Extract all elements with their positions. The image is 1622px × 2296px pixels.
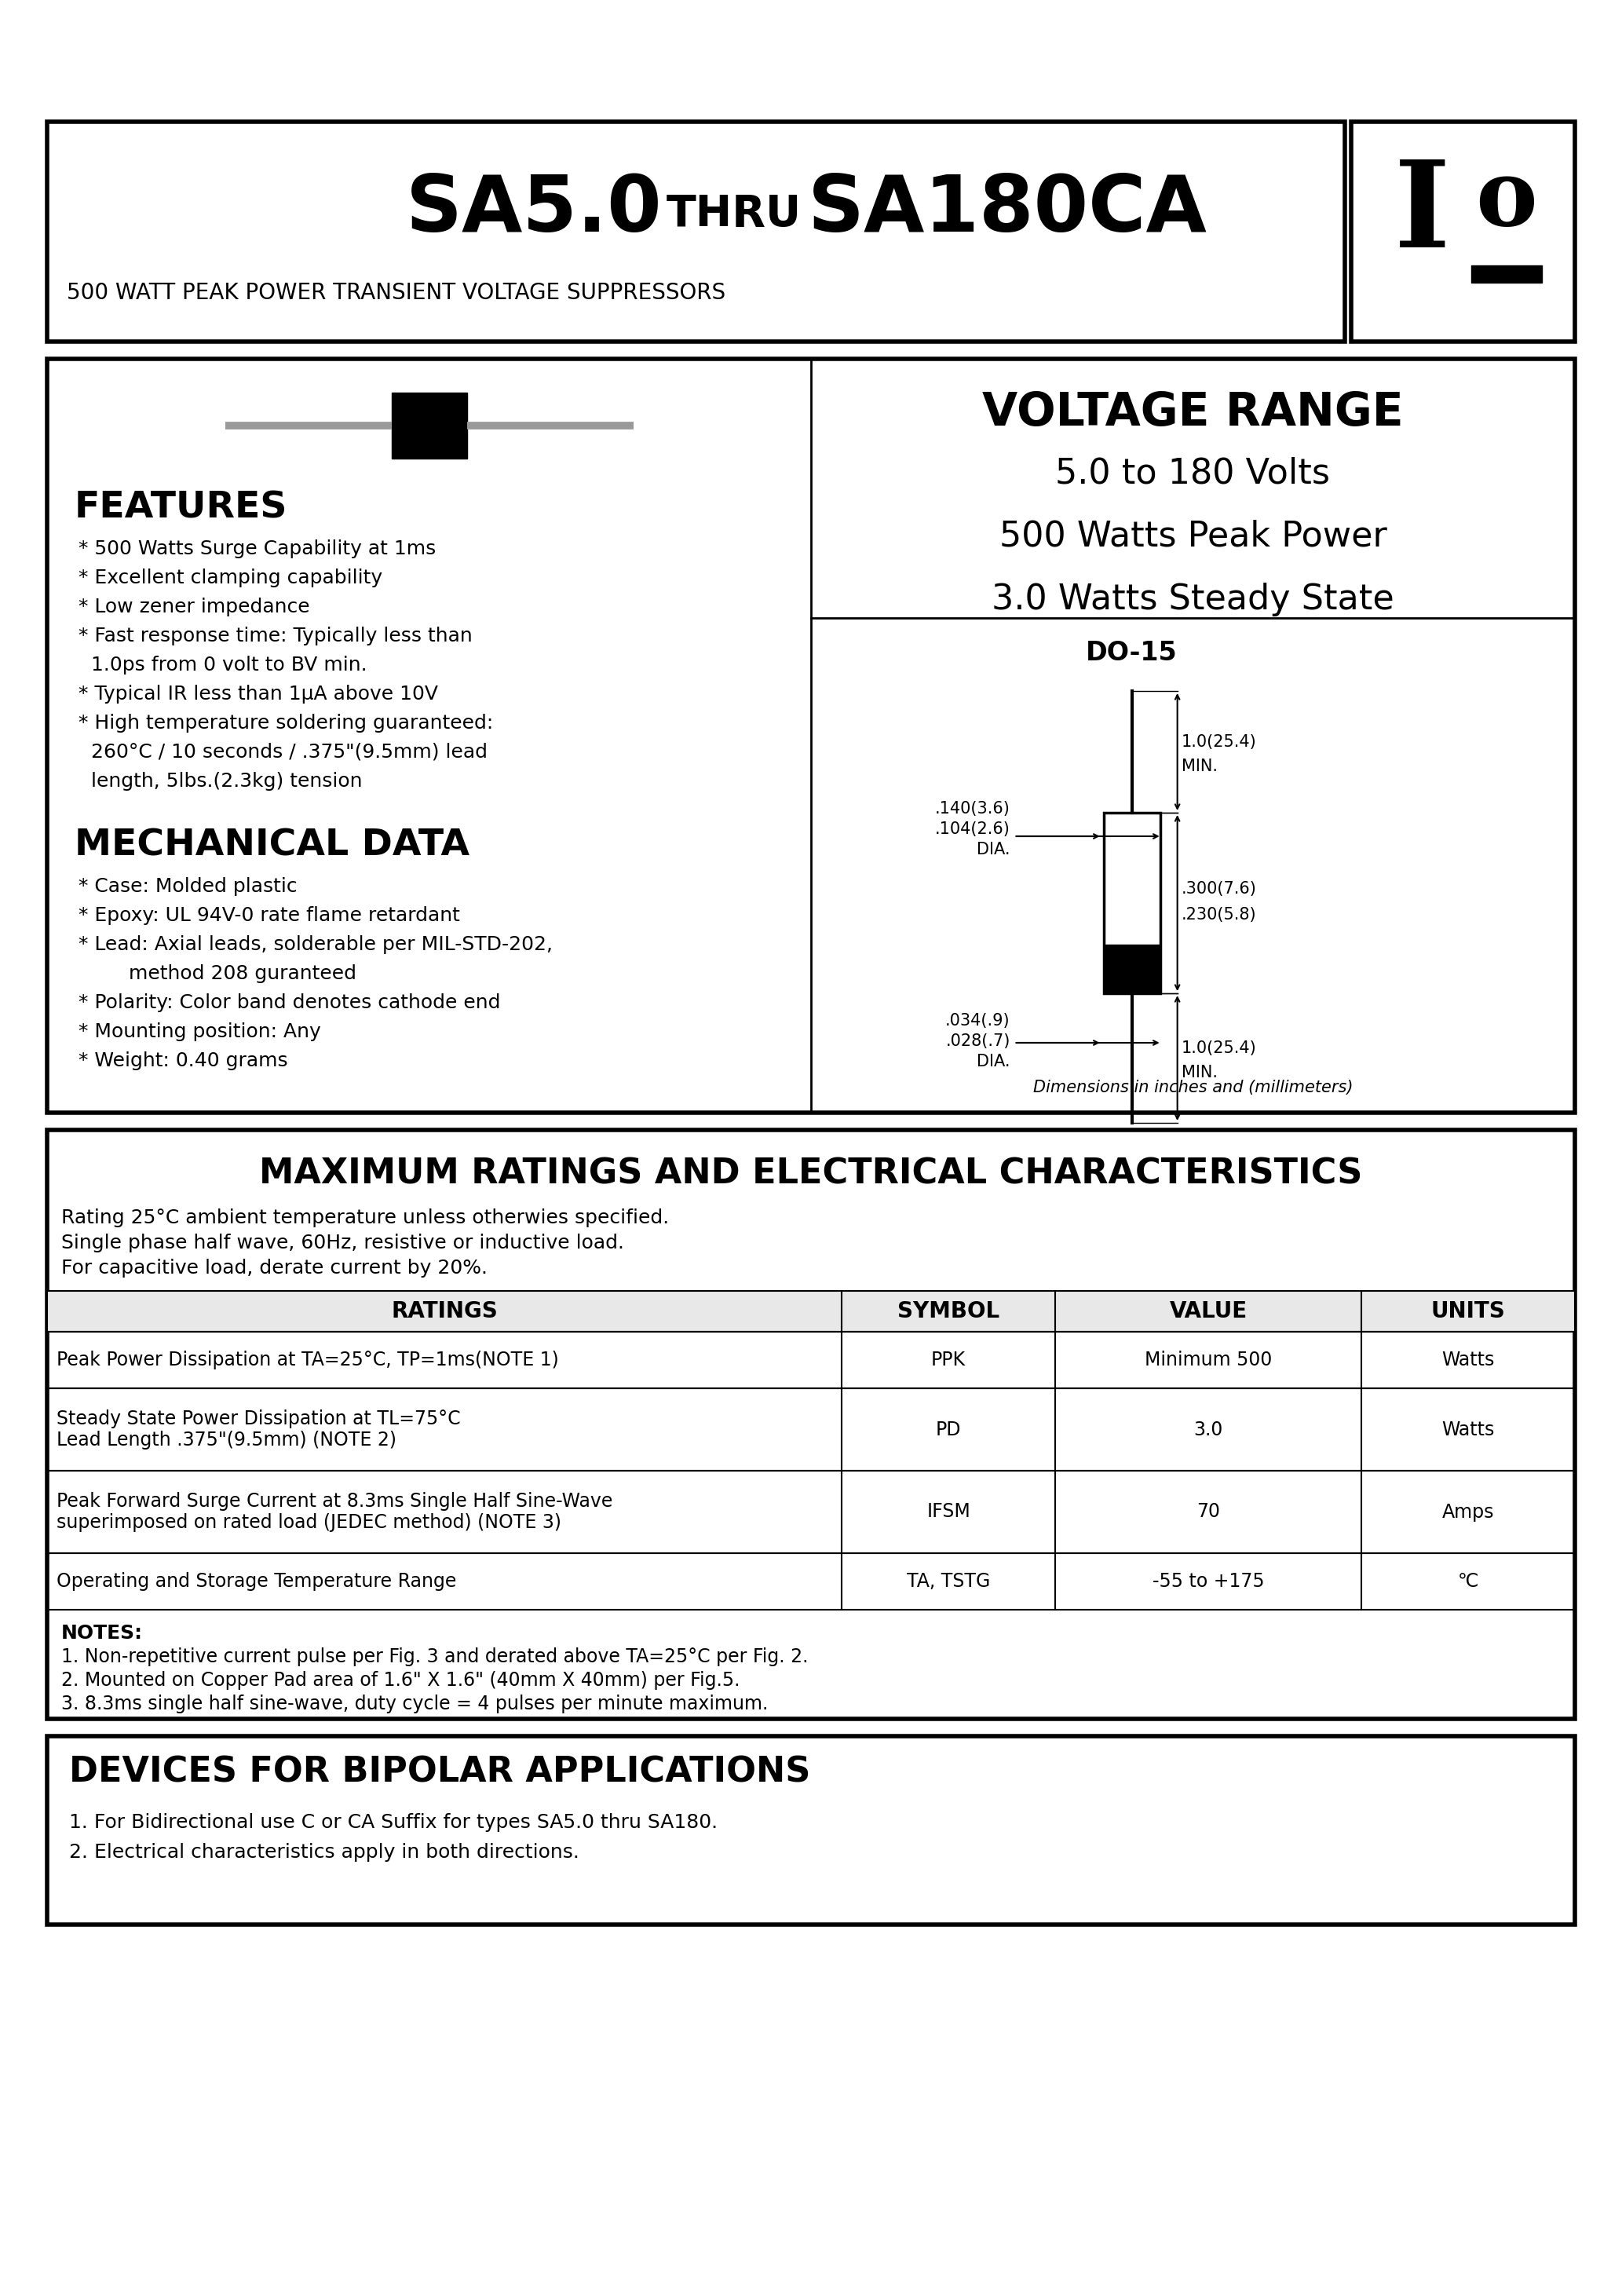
Text: Minimum 500: Minimum 500 bbox=[1145, 1350, 1272, 1368]
Text: * Typical IR less than 1μA above 10V: * Typical IR less than 1μA above 10V bbox=[78, 684, 438, 703]
Text: 70: 70 bbox=[1197, 1502, 1220, 1522]
Text: * 500 Watts Surge Capability at 1ms: * 500 Watts Surge Capability at 1ms bbox=[78, 540, 436, 558]
Bar bbox=[47, 1332, 1575, 1389]
Text: Peak Power Dissipation at TA=25°C, TP=1ms(NOTE 1): Peak Power Dissipation at TA=25°C, TP=1m… bbox=[57, 1350, 560, 1368]
Text: 1.0ps from 0 volt to BV min.: 1.0ps from 0 volt to BV min. bbox=[78, 657, 367, 675]
Bar bbox=[47, 1389, 1575, 1472]
Text: DIA.: DIA. bbox=[976, 1054, 1011, 1070]
Text: -55 to +175: -55 to +175 bbox=[1152, 1573, 1264, 1591]
Text: * Weight: 0.40 grams: * Weight: 0.40 grams bbox=[78, 1052, 287, 1070]
Text: THRU: THRU bbox=[667, 193, 801, 236]
Text: * Fast response time: Typically less than: * Fast response time: Typically less tha… bbox=[78, 627, 472, 645]
Text: VALUE: VALUE bbox=[1169, 1300, 1247, 1322]
Text: .230(5.8): .230(5.8) bbox=[1181, 907, 1257, 923]
Text: TA, TSTG: TA, TSTG bbox=[907, 1573, 991, 1591]
Text: Operating and Storage Temperature Range: Operating and Storage Temperature Range bbox=[57, 1573, 456, 1591]
Text: MIN.: MIN. bbox=[1181, 1065, 1218, 1079]
Text: ℃: ℃ bbox=[1458, 1573, 1478, 1591]
Text: * Epoxy: UL 94V-0 rate flame retardant: * Epoxy: UL 94V-0 rate flame retardant bbox=[78, 907, 461, 925]
Text: Dimensions in inches and (millimeters): Dimensions in inches and (millimeters) bbox=[1033, 1079, 1353, 1095]
Text: 2. Mounted on Copper Pad area of 1.6" X 1.6" (40mm X 40mm) per Fig.5.: 2. Mounted on Copper Pad area of 1.6" X … bbox=[62, 1671, 740, 1690]
Text: .028(.7): .028(.7) bbox=[946, 1033, 1011, 1049]
Text: * Mounting position: Any: * Mounting position: Any bbox=[78, 1022, 321, 1040]
Text: Rating 25°C ambient temperature unless otherwies specified.: Rating 25°C ambient temperature unless o… bbox=[62, 1208, 670, 1228]
Text: 260°C / 10 seconds / .375"(9.5mm) lead: 260°C / 10 seconds / .375"(9.5mm) lead bbox=[78, 744, 488, 762]
Text: Amps: Amps bbox=[1442, 1502, 1494, 1522]
Text: SA180CA: SA180CA bbox=[808, 172, 1207, 248]
Text: IFSM: IFSM bbox=[926, 1502, 970, 1522]
Text: * Low zener impedance: * Low zener impedance bbox=[78, 597, 310, 615]
Bar bbox=[391, 393, 467, 459]
Text: FEATURES: FEATURES bbox=[75, 491, 287, 526]
Text: * Case: Molded plastic: * Case: Molded plastic bbox=[78, 877, 297, 895]
Text: * Lead: Axial leads, solderable per MIL-STD-202,: * Lead: Axial leads, solderable per MIL-… bbox=[78, 934, 553, 955]
Bar bbox=[47, 1736, 1575, 1924]
Text: MECHANICAL DATA: MECHANICAL DATA bbox=[75, 829, 470, 863]
Text: 1. For Bidirectional use C or CA Suffix for types SA5.0 thru SA180.: 1. For Bidirectional use C or CA Suffix … bbox=[70, 1814, 717, 1832]
Text: Peak Forward Surge Current at 8.3ms Single Half Sine-Wave
superimposed on rated : Peak Forward Surge Current at 8.3ms Sing… bbox=[57, 1492, 613, 1531]
Text: 500 Watts Peak Power: 500 Watts Peak Power bbox=[999, 519, 1387, 553]
Text: 3.0: 3.0 bbox=[1194, 1421, 1223, 1440]
Text: NOTES:: NOTES: bbox=[62, 1623, 143, 1642]
Text: RATINGS: RATINGS bbox=[391, 1300, 498, 1322]
Text: PPK: PPK bbox=[931, 1350, 965, 1368]
Bar bbox=[47, 1130, 1575, 1720]
Bar bbox=[1103, 944, 1160, 994]
Text: I: I bbox=[1395, 156, 1450, 273]
Bar bbox=[47, 358, 1575, 1114]
Bar bbox=[47, 1472, 1575, 1552]
Text: 1.0(25.4): 1.0(25.4) bbox=[1181, 1040, 1257, 1056]
Text: Watts: Watts bbox=[1442, 1421, 1494, 1440]
Text: length, 5lbs.(2.3kg) tension: length, 5lbs.(2.3kg) tension bbox=[78, 771, 362, 790]
Text: DIA.: DIA. bbox=[976, 843, 1011, 856]
Bar bbox=[47, 1552, 1575, 1609]
Text: .300(7.6): .300(7.6) bbox=[1181, 882, 1257, 898]
Text: 3.0 Watts Steady State: 3.0 Watts Steady State bbox=[991, 583, 1395, 615]
Text: MIN.: MIN. bbox=[1181, 758, 1218, 774]
Text: 1.0(25.4): 1.0(25.4) bbox=[1181, 735, 1257, 751]
Text: .034(.9): .034(.9) bbox=[946, 1013, 1011, 1029]
Bar bbox=[1471, 264, 1541, 282]
Text: 5.0 to 180 Volts: 5.0 to 180 Volts bbox=[1056, 457, 1330, 491]
Text: 500 WATT PEAK POWER TRANSIENT VOLTAGE SUPPRESSORS: 500 WATT PEAK POWER TRANSIENT VOLTAGE SU… bbox=[67, 282, 725, 303]
Text: Watts: Watts bbox=[1442, 1350, 1494, 1368]
Text: 2. Electrical characteristics apply in both directions.: 2. Electrical characteristics apply in b… bbox=[70, 1844, 579, 1862]
Text: * Excellent clamping capability: * Excellent clamping capability bbox=[78, 569, 383, 588]
Text: o: o bbox=[1476, 154, 1538, 246]
Text: SYMBOL: SYMBOL bbox=[897, 1300, 999, 1322]
Text: DEVICES FOR BIPOLAR APPLICATIONS: DEVICES FOR BIPOLAR APPLICATIONS bbox=[70, 1756, 811, 1789]
Text: 1. Non-repetitive current pulse per Fig. 3 and derated above TA=25°C per Fig. 2.: 1. Non-repetitive current pulse per Fig.… bbox=[62, 1649, 808, 1667]
Text: Steady State Power Dissipation at TL=75°C
Lead Length .375"(9.5mm) (NOTE 2): Steady State Power Dissipation at TL=75°… bbox=[57, 1410, 461, 1449]
Text: VOLTAGE RANGE: VOLTAGE RANGE bbox=[983, 390, 1403, 434]
Text: * Polarity: Color band denotes cathode end: * Polarity: Color band denotes cathode e… bbox=[78, 994, 501, 1013]
Text: For capacitive load, derate current by 20%.: For capacitive load, derate current by 2… bbox=[62, 1258, 488, 1277]
Bar bbox=[1103, 813, 1160, 994]
Bar bbox=[47, 122, 1345, 342]
Bar bbox=[1351, 122, 1575, 342]
Text: Single phase half wave, 60Hz, resistive or inductive load.: Single phase half wave, 60Hz, resistive … bbox=[62, 1233, 624, 1251]
Text: .104(2.6): .104(2.6) bbox=[934, 822, 1011, 838]
Bar bbox=[47, 1290, 1575, 1332]
Text: DO-15: DO-15 bbox=[1087, 641, 1178, 666]
Text: 3. 8.3ms single half sine-wave, duty cycle = 4 pulses per minute maximum.: 3. 8.3ms single half sine-wave, duty cyc… bbox=[62, 1694, 769, 1713]
Text: * High temperature soldering guaranteed:: * High temperature soldering guaranteed: bbox=[78, 714, 493, 732]
Text: UNITS: UNITS bbox=[1431, 1300, 1505, 1322]
Text: SA5.0: SA5.0 bbox=[406, 172, 662, 248]
Text: PD: PD bbox=[936, 1421, 962, 1440]
Text: .140(3.6): .140(3.6) bbox=[934, 801, 1011, 817]
Text: method 208 guranteed: method 208 guranteed bbox=[78, 964, 357, 983]
Text: MAXIMUM RATINGS AND ELECTRICAL CHARACTERISTICS: MAXIMUM RATINGS AND ELECTRICAL CHARACTER… bbox=[260, 1157, 1362, 1192]
